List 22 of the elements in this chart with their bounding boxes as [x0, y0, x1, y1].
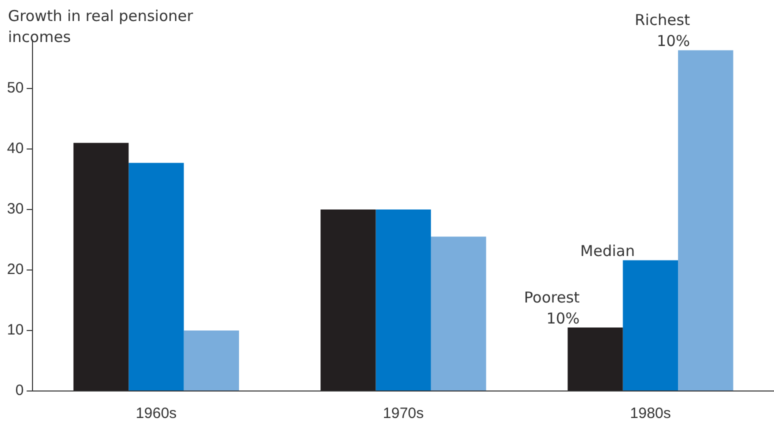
series-label: Poorest 10%	[524, 288, 580, 328]
bar	[128, 162, 184, 390]
bar	[568, 327, 623, 390]
y-tick-label: 40	[6, 140, 24, 158]
bar	[430, 236, 486, 390]
series-label: Median	[580, 242, 635, 260]
y-tick-label: 0	[15, 382, 24, 400]
y-tick-label: 30	[6, 200, 24, 218]
x-tick-label: 1960s	[136, 405, 177, 422]
bar	[622, 260, 678, 390]
y-tick-label: 20	[6, 261, 24, 278]
y-tick-label: 10	[6, 322, 24, 339]
x-tick-label: 1980s	[630, 405, 671, 422]
bar	[678, 50, 734, 390]
bar	[376, 209, 431, 390]
bar	[184, 330, 240, 390]
bar	[73, 142, 129, 390]
series-label: Richest 10%	[634, 11, 690, 50]
bar	[320, 209, 376, 390]
y-tick-label: 50	[6, 80, 24, 97]
x-tick-label: 1970s	[382, 405, 424, 422]
y-axis-title: Growth in real pensioner incomes	[8, 6, 194, 48]
